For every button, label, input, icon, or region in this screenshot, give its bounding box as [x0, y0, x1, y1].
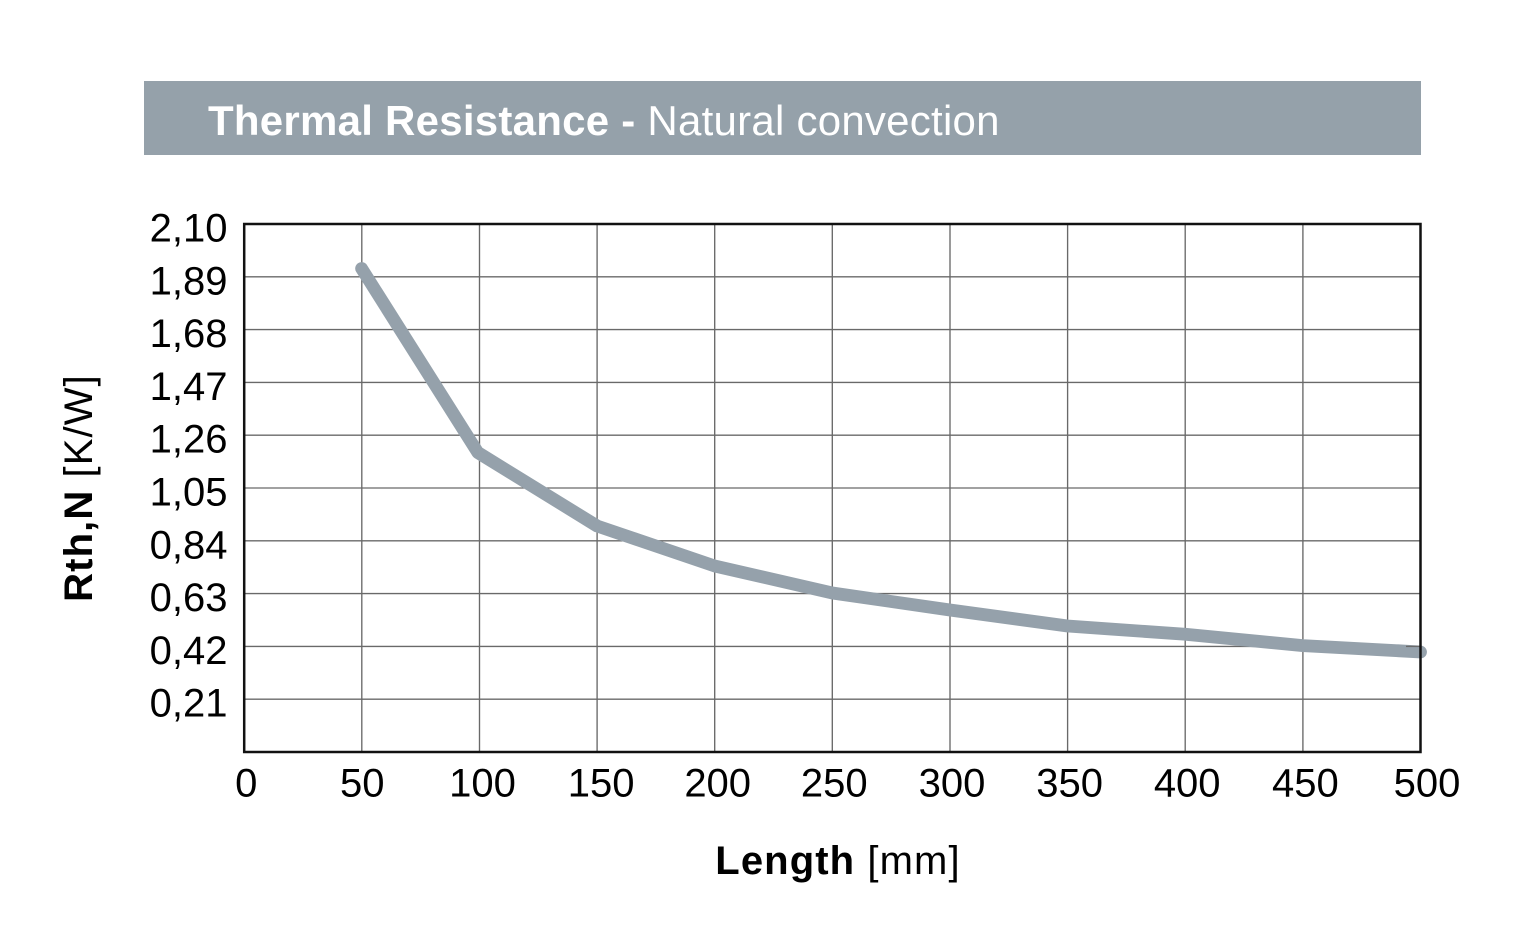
svg-text:0,42: 0,42 [150, 629, 228, 673]
svg-text:450: 450 [1272, 762, 1339, 806]
svg-text:250: 250 [801, 762, 868, 806]
svg-text:0: 0 [235, 762, 257, 806]
svg-text:1,47: 1,47 [150, 365, 228, 409]
svg-text:1,89: 1,89 [150, 259, 228, 303]
svg-text:100: 100 [449, 762, 516, 806]
svg-text:200: 200 [684, 762, 751, 806]
svg-text:1,26: 1,26 [150, 418, 228, 462]
svg-text:0,84: 0,84 [150, 523, 228, 567]
svg-text:50: 50 [340, 762, 385, 806]
svg-text:Rth,N [K/W]: Rth,N [K/W] [57, 374, 101, 602]
svg-text:2,10: 2,10 [150, 207, 228, 251]
svg-text:350: 350 [1036, 762, 1103, 806]
svg-text:150: 150 [568, 762, 635, 806]
svg-text:0,21: 0,21 [150, 682, 228, 726]
svg-text:1,05: 1,05 [150, 471, 228, 515]
svg-text:400: 400 [1154, 762, 1221, 806]
svg-text:500: 500 [1394, 762, 1461, 806]
svg-text:Length [mm]: Length [mm] [715, 839, 960, 883]
svg-text:1,68: 1,68 [150, 312, 228, 356]
svg-text:300: 300 [919, 762, 986, 806]
svg-text:0,63: 0,63 [150, 576, 228, 620]
